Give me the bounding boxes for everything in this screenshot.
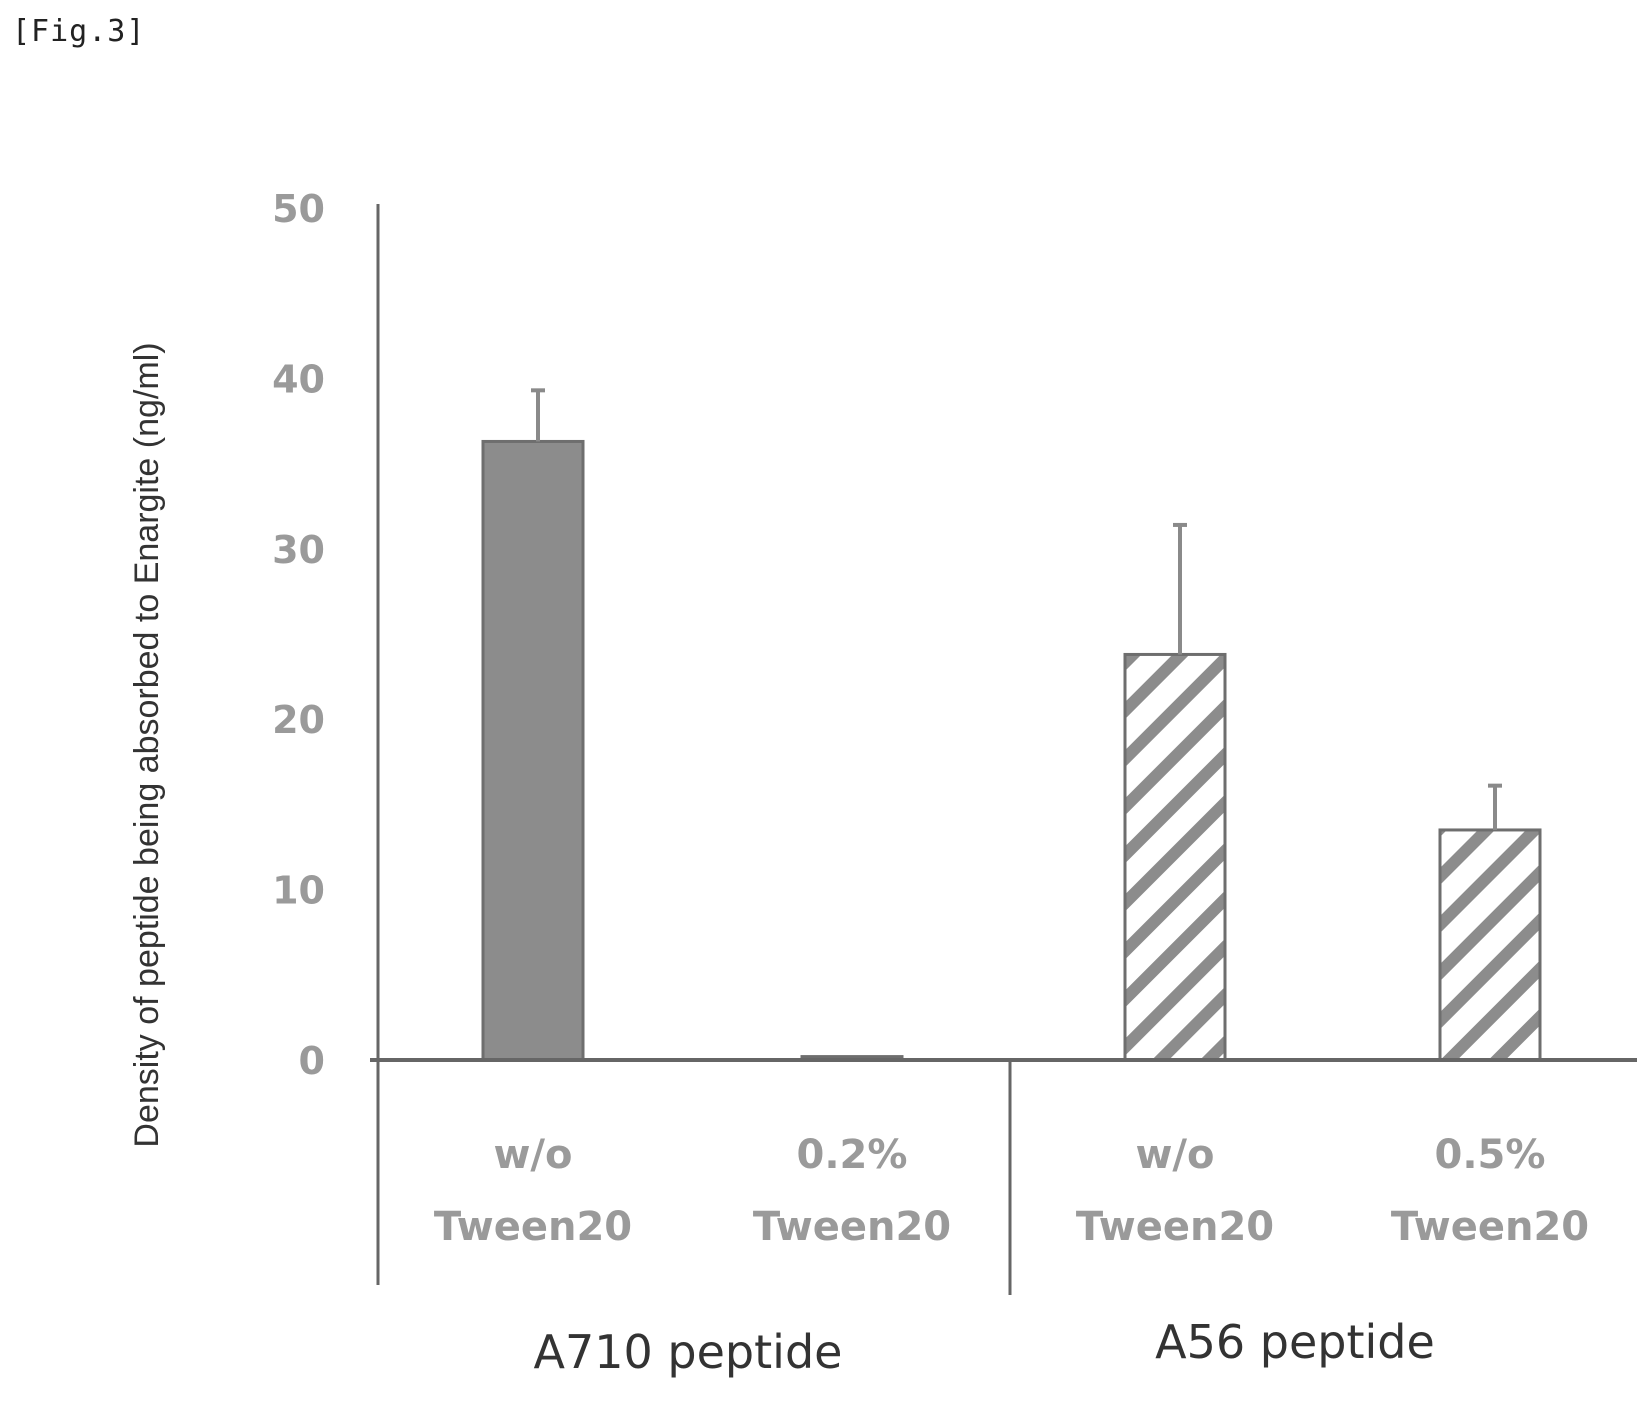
category-label-line1: w/o (493, 1132, 572, 1178)
category-label-line2: Tween20 (434, 1204, 632, 1250)
y-tick-label: 0 (299, 1039, 325, 1083)
y-tick-label: 20 (272, 698, 325, 742)
y-tick-label: 40 (272, 357, 325, 401)
category-labels: w/o Tween20 0.2% Tween20 w/o Tween20 0.5% Tween… (434, 1132, 1589, 1250)
category-label-line2: Tween20 (1076, 1204, 1274, 1250)
bar (1123, 652, 1227, 1062)
category-label-line1: 0.5% (1435, 1132, 1546, 1178)
y-tick-label: 50 (272, 187, 325, 231)
figure-label: [Fig.3] (12, 14, 146, 49)
group-label: A56 peptide (1155, 1315, 1435, 1369)
y-axis-label: Density of peptide being absorbed to Ena… (128, 342, 166, 1147)
axes (370, 204, 1637, 1295)
category-label-line1: 0.2% (797, 1132, 908, 1178)
bar (1438, 828, 1542, 1062)
category-label-line2: Tween20 (1391, 1204, 1589, 1250)
y-tick-label: 10 (272, 869, 325, 913)
error-bars (531, 388, 1502, 830)
y-tick-label: 30 (272, 528, 325, 572)
group-label: A710 peptide (534, 1325, 843, 1379)
bars (481, 439, 1542, 1062)
category-label-line2: Tween20 (753, 1204, 951, 1250)
group-labels: A710 peptide A56 peptide (534, 1315, 1435, 1379)
y-tick-labels: 0 10 20 30 40 50 (272, 187, 325, 1083)
category-label-line1: w/o (1135, 1132, 1214, 1178)
bar (481, 439, 585, 1062)
